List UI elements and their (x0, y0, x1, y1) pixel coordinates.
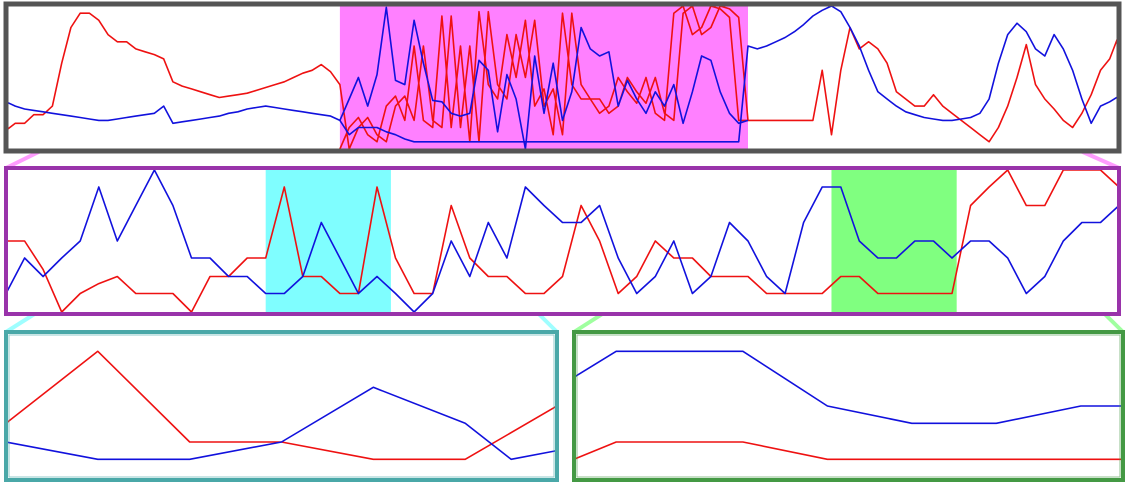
panel-plot-area (6, 350, 557, 461)
panel-overview (3, 1, 1122, 154)
panel-zoom-level-1 (4, 166, 1121, 316)
panel-plot-area (6, 168, 1119, 314)
panel-background (574, 332, 1123, 480)
chart-panels (3, 1, 1125, 482)
panel-inner-frame (8, 334, 555, 478)
panel-zoom-level-2-right (572, 330, 1125, 482)
panel-frame (4, 330, 559, 482)
series-line-red (6, 5, 1119, 150)
panel-frame (3, 1, 1122, 154)
highlight-band-0 (265, 168, 391, 314)
series-line-blue (6, 386, 557, 461)
series-detail-red (339, 5, 748, 150)
series-line-blue (6, 169, 1119, 313)
series-line-blue (6, 5, 1119, 143)
highlight-band-1 (831, 168, 957, 314)
highlight-band-0 (339, 4, 748, 151)
panel-plot-area (574, 350, 1123, 461)
panel-plot-area (6, 4, 1119, 151)
panel-inner-frame (576, 334, 1121, 478)
panel-frame (4, 166, 1121, 316)
series-detail-blue (339, 6, 749, 150)
panel-background (6, 332, 557, 480)
panel-frame (572, 330, 1125, 482)
series-line-blue (574, 350, 1123, 425)
panel-zoom-level-2-left (4, 330, 559, 482)
series-line-red (574, 441, 1123, 461)
